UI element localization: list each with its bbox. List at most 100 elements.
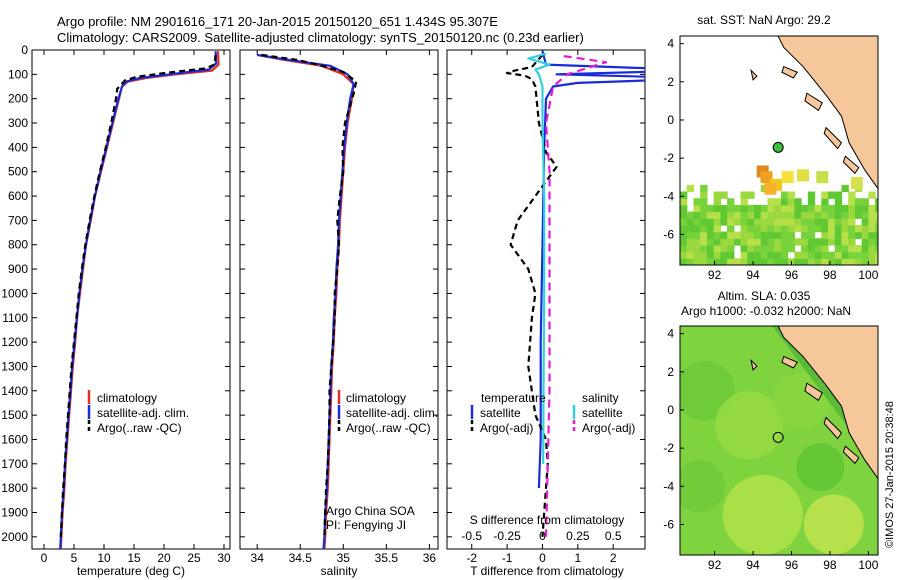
sst-cell bbox=[841, 184, 849, 193]
map-y-tick-label: 0 bbox=[667, 403, 674, 417]
sst-cell bbox=[854, 211, 863, 219]
legend-label-argo: Argo(..raw -QC) bbox=[346, 421, 431, 435]
sst-cell bbox=[875, 211, 878, 219]
y-tick-label: 200 bbox=[8, 92, 28, 106]
salinity-xlabel: salinity bbox=[321, 564, 358, 578]
sst-cell bbox=[848, 198, 856, 206]
x-tick-label: -2 bbox=[466, 551, 477, 565]
sst-cell bbox=[861, 231, 869, 239]
sst-cell bbox=[733, 218, 742, 226]
sst-cell bbox=[828, 218, 836, 226]
x-tick-label: 36 bbox=[423, 551, 437, 565]
sst-cell bbox=[747, 231, 755, 239]
sst-cell bbox=[868, 238, 876, 246]
sst-cell bbox=[875, 231, 878, 239]
sst-cell bbox=[720, 231, 728, 239]
sst-cell bbox=[700, 191, 708, 199]
legend-label-t-satellite: satellite bbox=[480, 406, 521, 420]
sst-cell bbox=[807, 198, 816, 206]
sst-cell bbox=[848, 244, 856, 253]
sst-cell bbox=[780, 218, 789, 226]
x-tick-label: 25 bbox=[187, 551, 201, 565]
x-tick-label: -1 bbox=[502, 551, 513, 565]
y-tick-label: 300 bbox=[8, 116, 28, 130]
sla-blob bbox=[680, 360, 735, 421]
map-y-tick-label: -4 bbox=[663, 189, 674, 203]
map-x-tick-label: 100 bbox=[858, 558, 878, 572]
sst-cell bbox=[814, 244, 822, 253]
argo-float-marker bbox=[772, 431, 784, 443]
sst-cell bbox=[727, 238, 735, 246]
sst-cell bbox=[740, 258, 748, 265]
sst-cell bbox=[680, 251, 688, 259]
sst-cell bbox=[700, 184, 708, 193]
sst-cell bbox=[841, 218, 849, 226]
sst-cell bbox=[774, 251, 782, 259]
series-line bbox=[59, 51, 220, 549]
island bbox=[750, 358, 758, 371]
sst-cell bbox=[861, 198, 869, 206]
legend-label-satellite-clim: satellite-adj. clim. bbox=[346, 406, 438, 420]
sst-cell bbox=[686, 184, 695, 193]
sst-cell bbox=[794, 258, 802, 265]
sst-cell bbox=[740, 251, 748, 259]
sst-cell bbox=[848, 218, 856, 226]
map-x-tick-label: 96 bbox=[785, 558, 799, 572]
sst-cell bbox=[754, 238, 762, 246]
sst-cell bbox=[686, 244, 695, 253]
island bbox=[804, 92, 823, 112]
sst-cell bbox=[821, 211, 829, 219]
sst-cell bbox=[747, 238, 755, 246]
sst-cell bbox=[868, 258, 876, 265]
sst-cell bbox=[828, 238, 836, 246]
sst-cell bbox=[834, 218, 843, 226]
sst-cell bbox=[733, 238, 742, 246]
island bbox=[781, 65, 799, 79]
salinity-plot-frame bbox=[239, 49, 439, 550]
sst-cell bbox=[680, 244, 688, 253]
sst-cell bbox=[807, 231, 816, 239]
sst-cell bbox=[774, 198, 782, 206]
sst-cell bbox=[780, 238, 789, 246]
sst-cell bbox=[774, 258, 782, 265]
sst-cell bbox=[713, 258, 721, 265]
sst-cell bbox=[760, 171, 773, 184]
y-tick-label: 600 bbox=[8, 189, 28, 203]
y-tick-label: 500 bbox=[8, 165, 28, 179]
sst-cell bbox=[807, 218, 816, 226]
sst-cell bbox=[754, 258, 762, 265]
sst-cell bbox=[780, 191, 789, 199]
sst-cell bbox=[706, 211, 715, 219]
series-line bbox=[59, 51, 218, 549]
sst-cell bbox=[816, 171, 829, 184]
sst-cell bbox=[794, 211, 802, 219]
series-line bbox=[256, 53, 355, 549]
sst-cell bbox=[801, 251, 809, 259]
x-tick-label: 10 bbox=[97, 551, 111, 565]
difference-plot: -2 -1 0 1 2-0.5 -0.25 0 0.25 0.5 bbox=[447, 49, 645, 565]
sst-cell bbox=[740, 191, 748, 199]
sst-cell bbox=[693, 238, 701, 246]
x-tick-label: 2 bbox=[610, 551, 617, 565]
sst-cell bbox=[774, 238, 782, 246]
sst-cell bbox=[693, 211, 701, 219]
sla-map-frame bbox=[679, 325, 879, 556]
x-tick-label: 5 bbox=[71, 551, 78, 565]
sst-cell bbox=[780, 251, 789, 259]
sst-cell bbox=[828, 251, 836, 259]
y-tick-label: 1400 bbox=[1, 384, 28, 398]
sst-cell bbox=[861, 224, 869, 233]
sst-cell bbox=[713, 191, 721, 199]
sla-blob bbox=[722, 474, 803, 555]
sst-cell bbox=[875, 218, 878, 226]
sst-cell bbox=[767, 244, 775, 253]
sst-cell bbox=[821, 231, 829, 239]
sst-cell bbox=[727, 224, 735, 233]
sst-cell bbox=[834, 198, 843, 206]
y-tick-label: 1900 bbox=[1, 505, 28, 519]
series-line bbox=[544, 55, 608, 537]
sst-cell bbox=[680, 191, 688, 199]
island bbox=[750, 68, 758, 81]
sst-cell bbox=[747, 244, 755, 253]
